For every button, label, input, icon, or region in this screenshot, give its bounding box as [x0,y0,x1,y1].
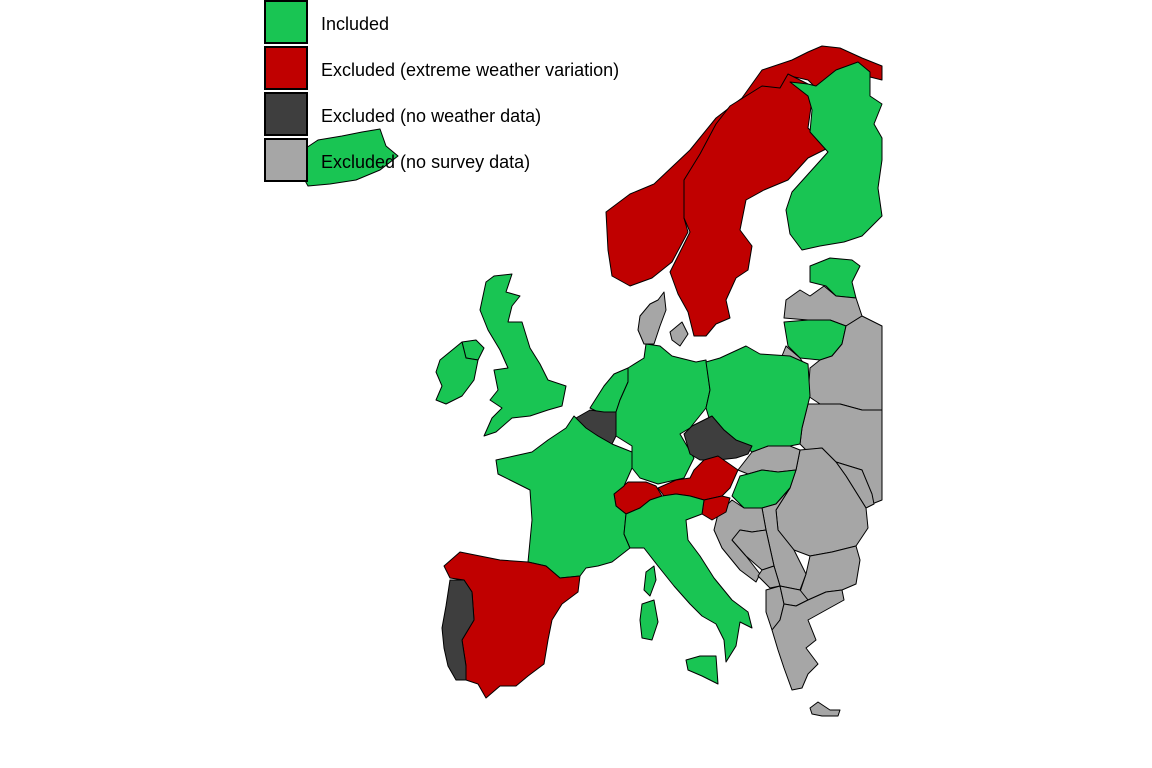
legend-swatch-included [264,0,308,44]
region-iceland [297,128,399,187]
legend-item-no-weather-data: Excluded (no weather data) [264,92,684,138]
region-montenegro [757,565,781,589]
legend-swatch-no-weather-data [264,92,308,136]
region-great-britain [479,273,567,437]
region-estonia [809,257,861,299]
legend-label-extreme-weather: Excluded (extreme weather variation) [321,60,620,80]
legend-item-extreme-weather: Excluded (extreme weather variation) [264,46,684,92]
region-greece [771,589,845,691]
region-ireland [435,341,479,405]
region-corsica [643,565,657,597]
legend-label-included: Included [321,14,390,34]
region-italy [623,493,753,663]
region-denmark [637,291,667,345]
region-crete [809,701,841,717]
region-sicily [685,655,719,685]
legend-label-no-survey-data: Excluded (no survey data) [321,152,531,172]
region-germany [615,343,711,485]
legend-item-included: Included [264,0,684,46]
region-czechia [683,415,753,461]
legend-swatch-no-survey-data [264,138,308,182]
region-sweden [669,73,829,337]
legend-swatch-extreme-weather [264,46,308,90]
region-sardinia [639,599,659,641]
region-finland [785,61,883,251]
region-portugal [441,579,475,681]
legend-label-no-weather-data: Excluded (no weather data) [321,106,542,126]
legend-item-no-survey-data: Excluded (no survey data) [264,138,684,184]
region-denmark-zealand [669,321,689,347]
